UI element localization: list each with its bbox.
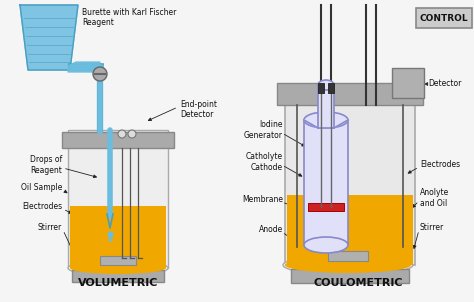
Bar [392,68,424,98]
Ellipse shape [93,67,107,81]
Bar [318,83,324,93]
Text: Detector: Detector [428,79,461,88]
Bar [72,270,164,282]
Text: Iodine
Generator: Iodine Generator [244,120,283,140]
Polygon shape [68,62,100,72]
Text: Anode: Anode [259,226,283,234]
Ellipse shape [128,130,136,138]
Bar [277,83,423,105]
Ellipse shape [304,237,348,253]
Bar [100,256,136,265]
Text: End-point
Detector: End-point Detector [180,100,217,119]
Text: Electrodes: Electrodes [22,203,62,211]
Bar [328,251,368,261]
Bar [291,269,409,283]
Ellipse shape [285,257,411,273]
Text: VOLUMETRIC: VOLUMETRIC [78,278,158,288]
Text: Electrodes: Electrodes [420,160,460,169]
Text: Drops of
Reagent: Drops of Reagent [30,155,62,175]
Polygon shape [20,5,78,70]
Bar [62,132,174,148]
Bar [287,195,413,265]
Text: Catholyte
Cathode: Catholyte Cathode [246,152,283,172]
Ellipse shape [118,130,126,138]
Text: CONTROL: CONTROL [419,14,468,23]
Ellipse shape [70,262,166,274]
Text: Burette with Karl Fischer
Reagent: Burette with Karl Fischer Reagent [82,8,176,27]
Ellipse shape [318,80,334,90]
Text: Oil Sample: Oil Sample [21,184,62,192]
Text: Stirrer: Stirrer [420,223,444,233]
Bar [68,130,168,268]
Polygon shape [304,120,348,128]
Bar [416,8,472,28]
Text: Membrane: Membrane [242,195,283,204]
Ellipse shape [283,255,413,275]
Bar [285,85,415,265]
Bar [70,206,166,268]
Text: Stirrer: Stirrer [38,223,62,233]
Bar [304,120,348,245]
Bar [308,203,344,211]
Ellipse shape [68,260,168,276]
Bar [318,85,334,128]
Bar [328,83,334,93]
Ellipse shape [304,112,348,128]
Text: Anolyte
and Oil: Anolyte and Oil [420,188,449,208]
Text: COULOMETRIC: COULOMETRIC [313,278,403,288]
